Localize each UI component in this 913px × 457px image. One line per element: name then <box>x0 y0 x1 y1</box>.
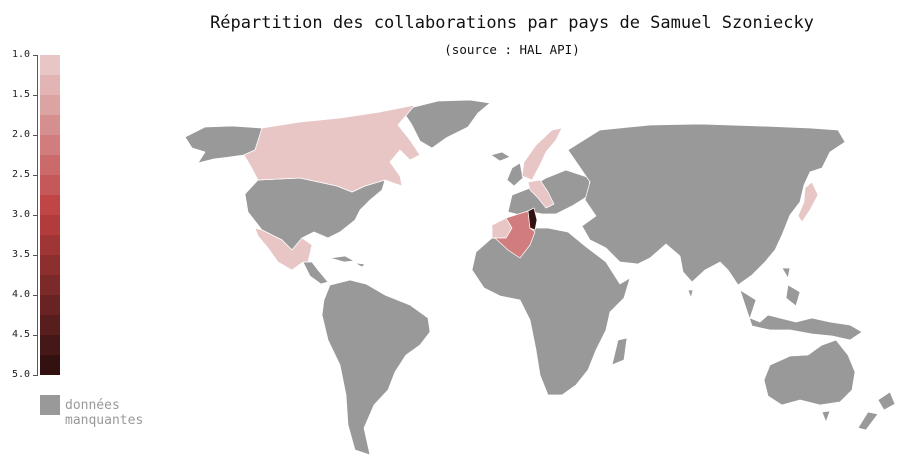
country-australia[interactable] <box>764 340 855 405</box>
country-new-zealand[interactable] <box>858 392 895 430</box>
country-uk-ireland[interactable] <box>507 163 523 186</box>
country-south-america[interactable] <box>322 280 430 455</box>
country-taiwan-philippines[interactable] <box>782 268 800 306</box>
country-norway-sweden[interactable] <box>522 128 562 180</box>
country-sri-lanka[interactable] <box>688 290 693 298</box>
country-tasmania[interactable] <box>822 411 830 422</box>
country-iceland[interactable] <box>491 152 510 161</box>
country-caribbean[interactable] <box>330 256 365 267</box>
country-africa[interactable] <box>472 228 630 395</box>
country-madagascar[interactable] <box>612 338 627 365</box>
country-greenland[interactable] <box>402 100 490 148</box>
country-southeast-asia[interactable] <box>740 290 862 340</box>
country-central-america[interactable] <box>303 262 328 284</box>
country-canada[interactable] <box>244 105 420 192</box>
